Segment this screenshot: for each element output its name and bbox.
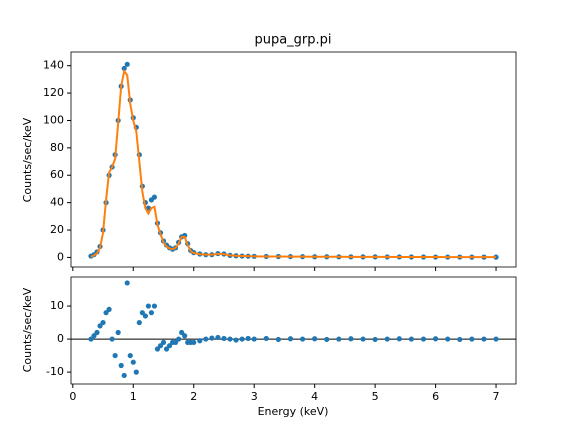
x-tick-label: 2 [190, 390, 197, 403]
data-point [215, 334, 221, 341]
data-point [88, 336, 94, 342]
data-point [203, 336, 209, 342]
data-point [139, 310, 145, 316]
y-tick-label: 60 [50, 168, 64, 181]
data-point [239, 336, 245, 342]
data-point [197, 338, 203, 344]
data-point [176, 336, 182, 342]
model-line [90, 68, 497, 259]
y-tick-label: 0 [57, 250, 64, 263]
data-point [493, 336, 499, 342]
data-point [94, 329, 100, 336]
data-point [312, 336, 318, 342]
data-point [91, 333, 97, 339]
y-axis-label: Counts/sec/keV [21, 117, 34, 202]
chart-title: pupa_grp.pi [254, 33, 331, 48]
data-point [124, 280, 130, 286]
data-point [445, 336, 451, 342]
data-point [97, 323, 103, 329]
y-tick-label: -10 [46, 365, 64, 378]
data-point [130, 359, 136, 365]
data-point [112, 352, 118, 359]
data-point [100, 319, 106, 326]
data-point [151, 303, 158, 309]
data-point [124, 61, 130, 67]
data-point [299, 336, 306, 342]
data-point [115, 329, 121, 336]
y-tick-label: 80 [50, 141, 64, 154]
y-tick-label: 120 [43, 86, 64, 99]
y-tick-label: 10 [50, 299, 64, 312]
data-point [151, 194, 158, 200]
y-axis-label: Counts/sec/keV [21, 287, 34, 372]
y-tick-label: 40 [50, 196, 64, 209]
x-tick-label: 1 [130, 390, 137, 403]
x-tick-label: 4 [311, 390, 318, 403]
y-tick-label: 100 [43, 113, 64, 126]
data-point [324, 336, 330, 343]
data-point [142, 313, 148, 319]
data-point [191, 339, 197, 345]
data-point [121, 372, 127, 379]
x-tick-label: 5 [372, 390, 379, 403]
data-point [157, 343, 164, 349]
data-point [133, 369, 139, 375]
x-tick-label: 0 [69, 390, 76, 403]
data-point [420, 336, 427, 342]
data-point [336, 336, 342, 342]
data-point [160, 339, 167, 345]
data-point [148, 310, 155, 316]
y-tick-label: 20 [50, 223, 64, 236]
data-point [103, 310, 109, 316]
y-tick-label: 140 [43, 59, 64, 72]
data-point [179, 329, 185, 336]
plot-frame [70, 276, 517, 385]
data-point [127, 352, 133, 359]
data-point [145, 303, 151, 309]
data-point [121, 65, 127, 72]
data-point [481, 336, 487, 342]
data-point [118, 362, 124, 369]
data-point [221, 335, 227, 342]
y-tick-label: 0 [57, 332, 64, 345]
data-point [163, 346, 170, 352]
data-point [109, 336, 115, 342]
x-tick-label: 6 [432, 390, 439, 403]
data-point [251, 336, 257, 342]
data-point [263, 335, 269, 342]
data-point [372, 336, 378, 343]
data-point [408, 336, 415, 342]
data-point [182, 333, 188, 339]
data-point [227, 336, 233, 342]
data-point [136, 319, 142, 326]
data-point [432, 336, 439, 342]
x-tick-label: 7 [493, 390, 500, 403]
data-point [245, 335, 251, 342]
data-point [172, 339, 179, 345]
plot-frame [70, 51, 517, 268]
data-point [348, 336, 354, 342]
data-point [154, 346, 161, 352]
x-axis-label: Energy (keV) [258, 405, 329, 418]
data-point [384, 336, 390, 342]
data-point [287, 336, 294, 342]
data-point [457, 336, 463, 343]
data-point [469, 336, 475, 342]
data-point [166, 343, 173, 349]
data-point [360, 336, 366, 342]
data-point [396, 336, 402, 342]
data-point [275, 336, 281, 343]
x-tick-label: 3 [251, 390, 258, 403]
data-point [106, 306, 112, 312]
data-point [233, 337, 239, 343]
data-point [209, 335, 215, 341]
